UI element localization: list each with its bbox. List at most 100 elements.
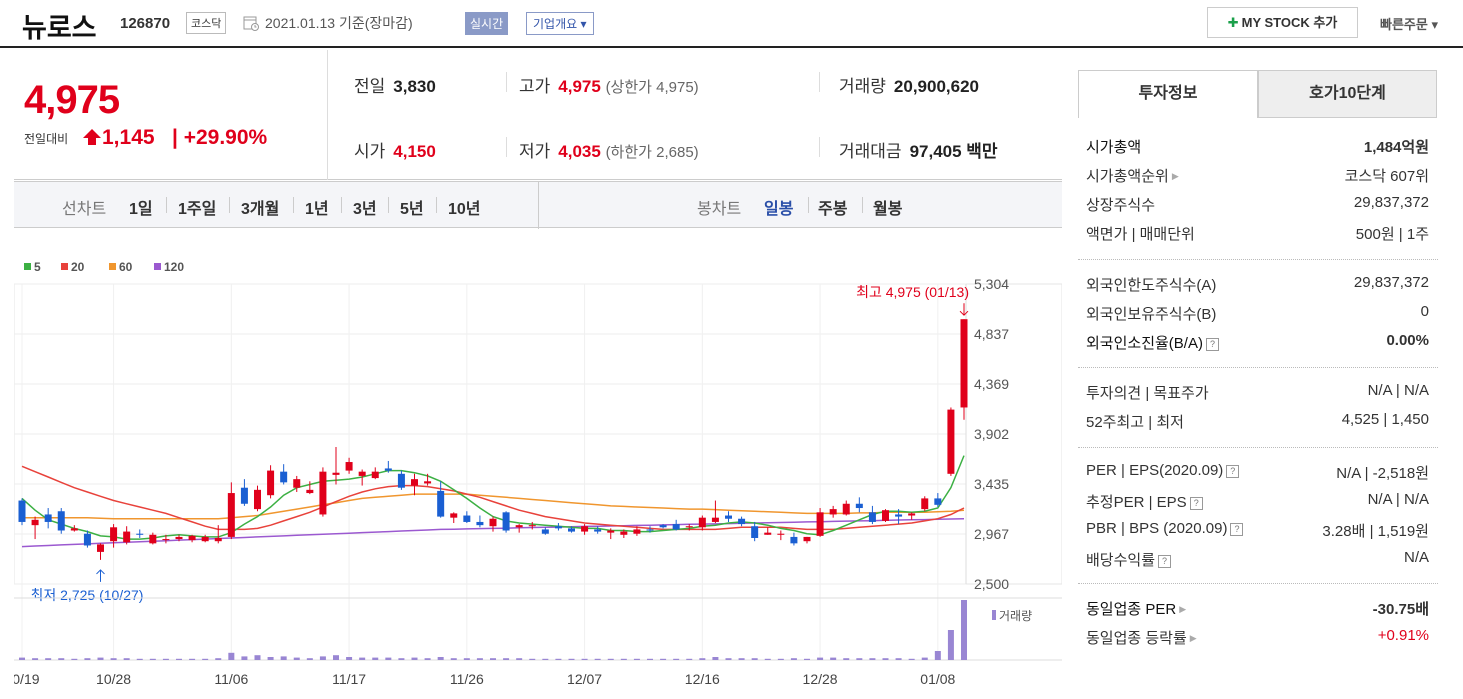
my-stock-add-button[interactable]: ✚ MY STOCK 추가: [1207, 7, 1358, 38]
divider: [229, 197, 230, 213]
calendar-icon: [243, 16, 259, 31]
y-tick-label: 5,304: [974, 276, 1009, 292]
open-price: 시가 4,150: [354, 137, 436, 162]
line-chart-label: 선차트: [62, 201, 107, 218]
info-value: 500원 | 1주: [1355, 226, 1429, 243]
stock-code: 126870: [120, 15, 171, 32]
volume: 거래량 20,900,620: [839, 72, 979, 97]
info-value: 0: [1420, 303, 1429, 320]
help-icon[interactable]: ?: [1230, 523, 1244, 536]
y-tick-label: 2,500: [974, 576, 1009, 592]
tab-investment-info[interactable]: 투자정보: [1078, 70, 1258, 118]
help-icon[interactable]: ?: [1226, 465, 1240, 478]
info-row: 외국인소진율(B/A)? 0.00%: [1086, 332, 1429, 352]
candle: [659, 525, 667, 528]
info-value: N/A: [1403, 549, 1429, 566]
x-tick-label: 11/06: [214, 671, 248, 687]
divider: [1078, 447, 1438, 448]
period-1d[interactable]: 1일: [129, 201, 153, 218]
divider: [1078, 367, 1438, 368]
help-icon[interactable]: ?: [1158, 555, 1172, 568]
candle: [882, 510, 889, 521]
period-3y[interactable]: 3년: [353, 201, 377, 218]
legend-swatch: [154, 263, 161, 270]
volume-bar: [280, 656, 287, 660]
candlestick-chart[interactable]: 5 20 60 120 5,304 4,837 4,369 3,902 3,435 2,967 2,…: [14, 250, 1062, 699]
divider: [388, 197, 389, 213]
volume-bar: [19, 657, 25, 660]
volume-bar: [777, 658, 784, 660]
info-row: 동일업종 PER ▶ -30.75배: [1086, 598, 1429, 618]
candle: [397, 473, 405, 488]
candle: [829, 509, 837, 515]
candle: [240, 487, 248, 504]
info-value: N/A | N/A: [1367, 382, 1429, 399]
market-badge: 코스닥: [186, 12, 227, 34]
info-row: 상장주식수 29,837,372: [1086, 194, 1429, 214]
volume-bar: [581, 658, 588, 660]
info-row: 동일업종 등락률 ▶ +0.91%: [1086, 627, 1429, 647]
volume-bar: [411, 657, 418, 660]
volume-bar: [254, 655, 261, 660]
info-value: 4,525 | 1,450: [1341, 411, 1429, 428]
volume-bar: [633, 658, 640, 660]
volume-bar: [123, 658, 130, 660]
info-label[interactable]: 동일업종 등락률 ▶: [1086, 630, 1197, 647]
candle: [44, 514, 52, 522]
info-label[interactable]: 시가총액순위 ▶: [1086, 168, 1179, 185]
plus-icon: ✚: [1227, 15, 1239, 30]
volume-bar: [359, 657, 366, 660]
period-10y[interactable]: 10년: [448, 201, 481, 218]
divider: [819, 72, 820, 92]
candle: [738, 518, 746, 525]
stock-name: 뉴로스: [22, 13, 97, 43]
info-row: 외국인보유주식수(B) 0: [1086, 303, 1429, 323]
candle: [188, 535, 196, 541]
tab-order-book[interactable]: 호가10단계: [1258, 70, 1437, 118]
company-overview-button[interactable]: 기업개요 ▾: [526, 12, 594, 35]
volume-bar: [437, 657, 444, 660]
candle: [18, 500, 26, 522]
candle: [895, 514, 903, 517]
info-label: 상장주식수: [1086, 197, 1156, 214]
volume-bar: [202, 658, 209, 660]
info-label[interactable]: 동일업종 PER ▶: [1086, 601, 1187, 618]
x-tick-label: 10/28: [96, 671, 131, 687]
volume-bar: [490, 658, 496, 660]
candle: [267, 470, 275, 496]
candle-monthly[interactable]: 월봉: [873, 201, 903, 218]
info-row: 배당수익률? N/A: [1086, 549, 1429, 569]
candle-weekly[interactable]: 주봉: [818, 201, 848, 218]
period-3m[interactable]: 3개월: [241, 201, 280, 218]
realtime-button[interactable]: 실시간: [465, 12, 509, 35]
x-tick-label: 01/08: [920, 671, 955, 687]
candle-chart-label: 봉차트: [697, 201, 742, 218]
candle: [214, 537, 222, 542]
period-5y[interactable]: 5년: [400, 201, 424, 218]
candle: [528, 525, 536, 527]
candle: [306, 489, 314, 494]
legend-swatch: [992, 610, 996, 620]
candle: [541, 529, 549, 534]
quick-order-button[interactable]: 빠른주문 ▾: [1380, 17, 1438, 32]
help-icon[interactable]: ?: [1189, 497, 1203, 510]
lower-limit: (하한가 2,685): [605, 144, 699, 161]
help-icon[interactable]: ?: [1205, 338, 1219, 351]
low-label: 저가: [519, 142, 551, 161]
candle-daily[interactable]: 일봉: [764, 201, 794, 218]
period-1w[interactable]: 1주일: [178, 201, 217, 218]
period-1y[interactable]: 1년: [305, 201, 329, 218]
trade-amount: 거래대금 97,405 백만: [839, 137, 998, 162]
volume-bar: [529, 658, 536, 660]
info-label: 외국인소진율(B/A)?: [1086, 332, 1219, 353]
candle: [319, 471, 327, 515]
volume-bar: [241, 656, 248, 660]
info-label: 액면가 | 매매단위: [1086, 226, 1195, 243]
change-percent-value: +29.90%: [183, 126, 268, 149]
volume-value: 20,900,620: [893, 77, 980, 96]
volume-bar: [516, 658, 523, 660]
volume-bar: [136, 658, 143, 660]
prev-close-value: 3,830: [393, 77, 436, 96]
volume-bar: [804, 658, 810, 660]
price-summary: 4,975 전일대비 1,145 | +29.90% 전일 3,830 시가 4,1…: [14, 50, 1062, 180]
